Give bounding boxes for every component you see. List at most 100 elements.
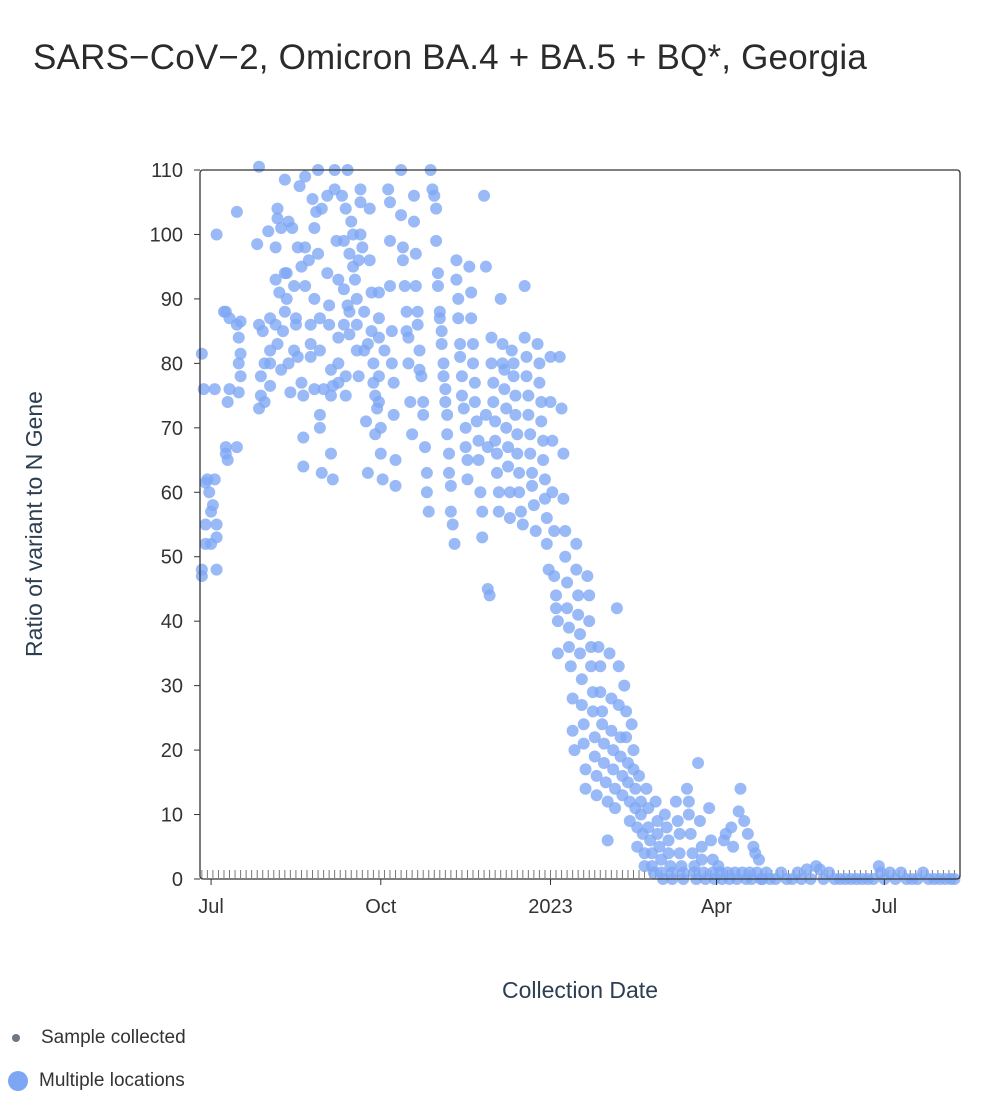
data-point [520,350,533,363]
y-tick-label: 70 [161,418,183,440]
data-point [208,383,221,396]
data-point [444,505,457,518]
data-point [518,280,531,293]
data-point [492,486,505,499]
data-point [280,292,293,305]
data-point [489,434,502,447]
data-point [400,305,413,318]
data-point [271,202,284,215]
data-point [387,408,400,421]
data-point [642,821,655,834]
data-point [695,853,708,866]
data-point [384,280,396,293]
data-point [332,331,345,344]
data-point [533,357,546,370]
data-point [457,402,470,415]
data-point [452,312,465,325]
data-point [210,518,223,531]
plot-frame [199,169,961,880]
data-point [433,312,446,325]
data-point [195,570,208,583]
data-point [452,292,465,305]
data-point [367,357,380,370]
data-point [557,447,570,460]
data-point [513,466,526,479]
data-point [450,273,463,286]
data-point [361,338,374,351]
data-point [282,357,295,370]
data-point [490,466,503,479]
data-point [312,247,325,260]
data-point [308,222,321,235]
data-point [725,821,738,834]
data-point [350,318,363,331]
data-point [485,331,498,344]
data-point [682,795,695,808]
data-point [472,434,485,447]
data-point [658,808,671,821]
data-point [444,479,457,492]
data-point [413,344,426,357]
data-point [304,350,317,363]
data-point [605,724,618,737]
data-point [489,415,502,428]
data-point [503,512,516,525]
legend-sample-label: Sample collected [41,1027,186,1048]
data-point [800,863,813,876]
data-point [332,357,345,370]
data-point [564,660,577,673]
data-point [588,731,601,744]
data-point [256,325,269,338]
data-point [419,441,432,454]
data-point [601,834,614,847]
data-point [269,273,282,286]
data-point [577,718,590,731]
data-point [575,698,588,711]
data-point [271,212,284,225]
data-point [297,389,310,402]
data-point [692,756,705,769]
data-point [727,840,740,853]
data-point [264,379,277,392]
data-point [339,202,352,215]
data-point [352,370,365,383]
x-tick-label: Jul [198,896,224,918]
data-point [339,370,352,383]
data-point [206,499,219,512]
data-point [210,563,223,576]
data-point [232,331,245,344]
x-tick-label: Jul [872,896,898,918]
data-point [596,705,609,718]
data-point [404,396,417,409]
data-point [348,273,361,286]
data-point [500,402,513,415]
data-point [474,486,487,499]
data-point [461,473,474,486]
data-point [467,357,480,370]
data-point [461,454,474,467]
data-point [555,402,568,415]
data-point [463,260,476,273]
data-point [313,408,326,421]
data-point [752,853,765,866]
data-point [372,331,385,344]
multiple-dot-icon [8,1071,28,1091]
data-point [384,234,396,247]
data-point [430,202,443,215]
data-point [291,350,304,363]
data-point [354,183,367,196]
data-point [323,299,336,312]
data-point [435,338,448,351]
data-point [230,205,243,218]
data-point [535,396,548,409]
data-point [389,454,402,467]
data-point [535,415,548,428]
data-point [570,563,583,576]
data-point [590,789,603,802]
data-point [476,505,489,518]
data-point [527,499,540,512]
data-point [561,602,574,615]
data-point [524,447,537,460]
data-point [439,396,452,409]
